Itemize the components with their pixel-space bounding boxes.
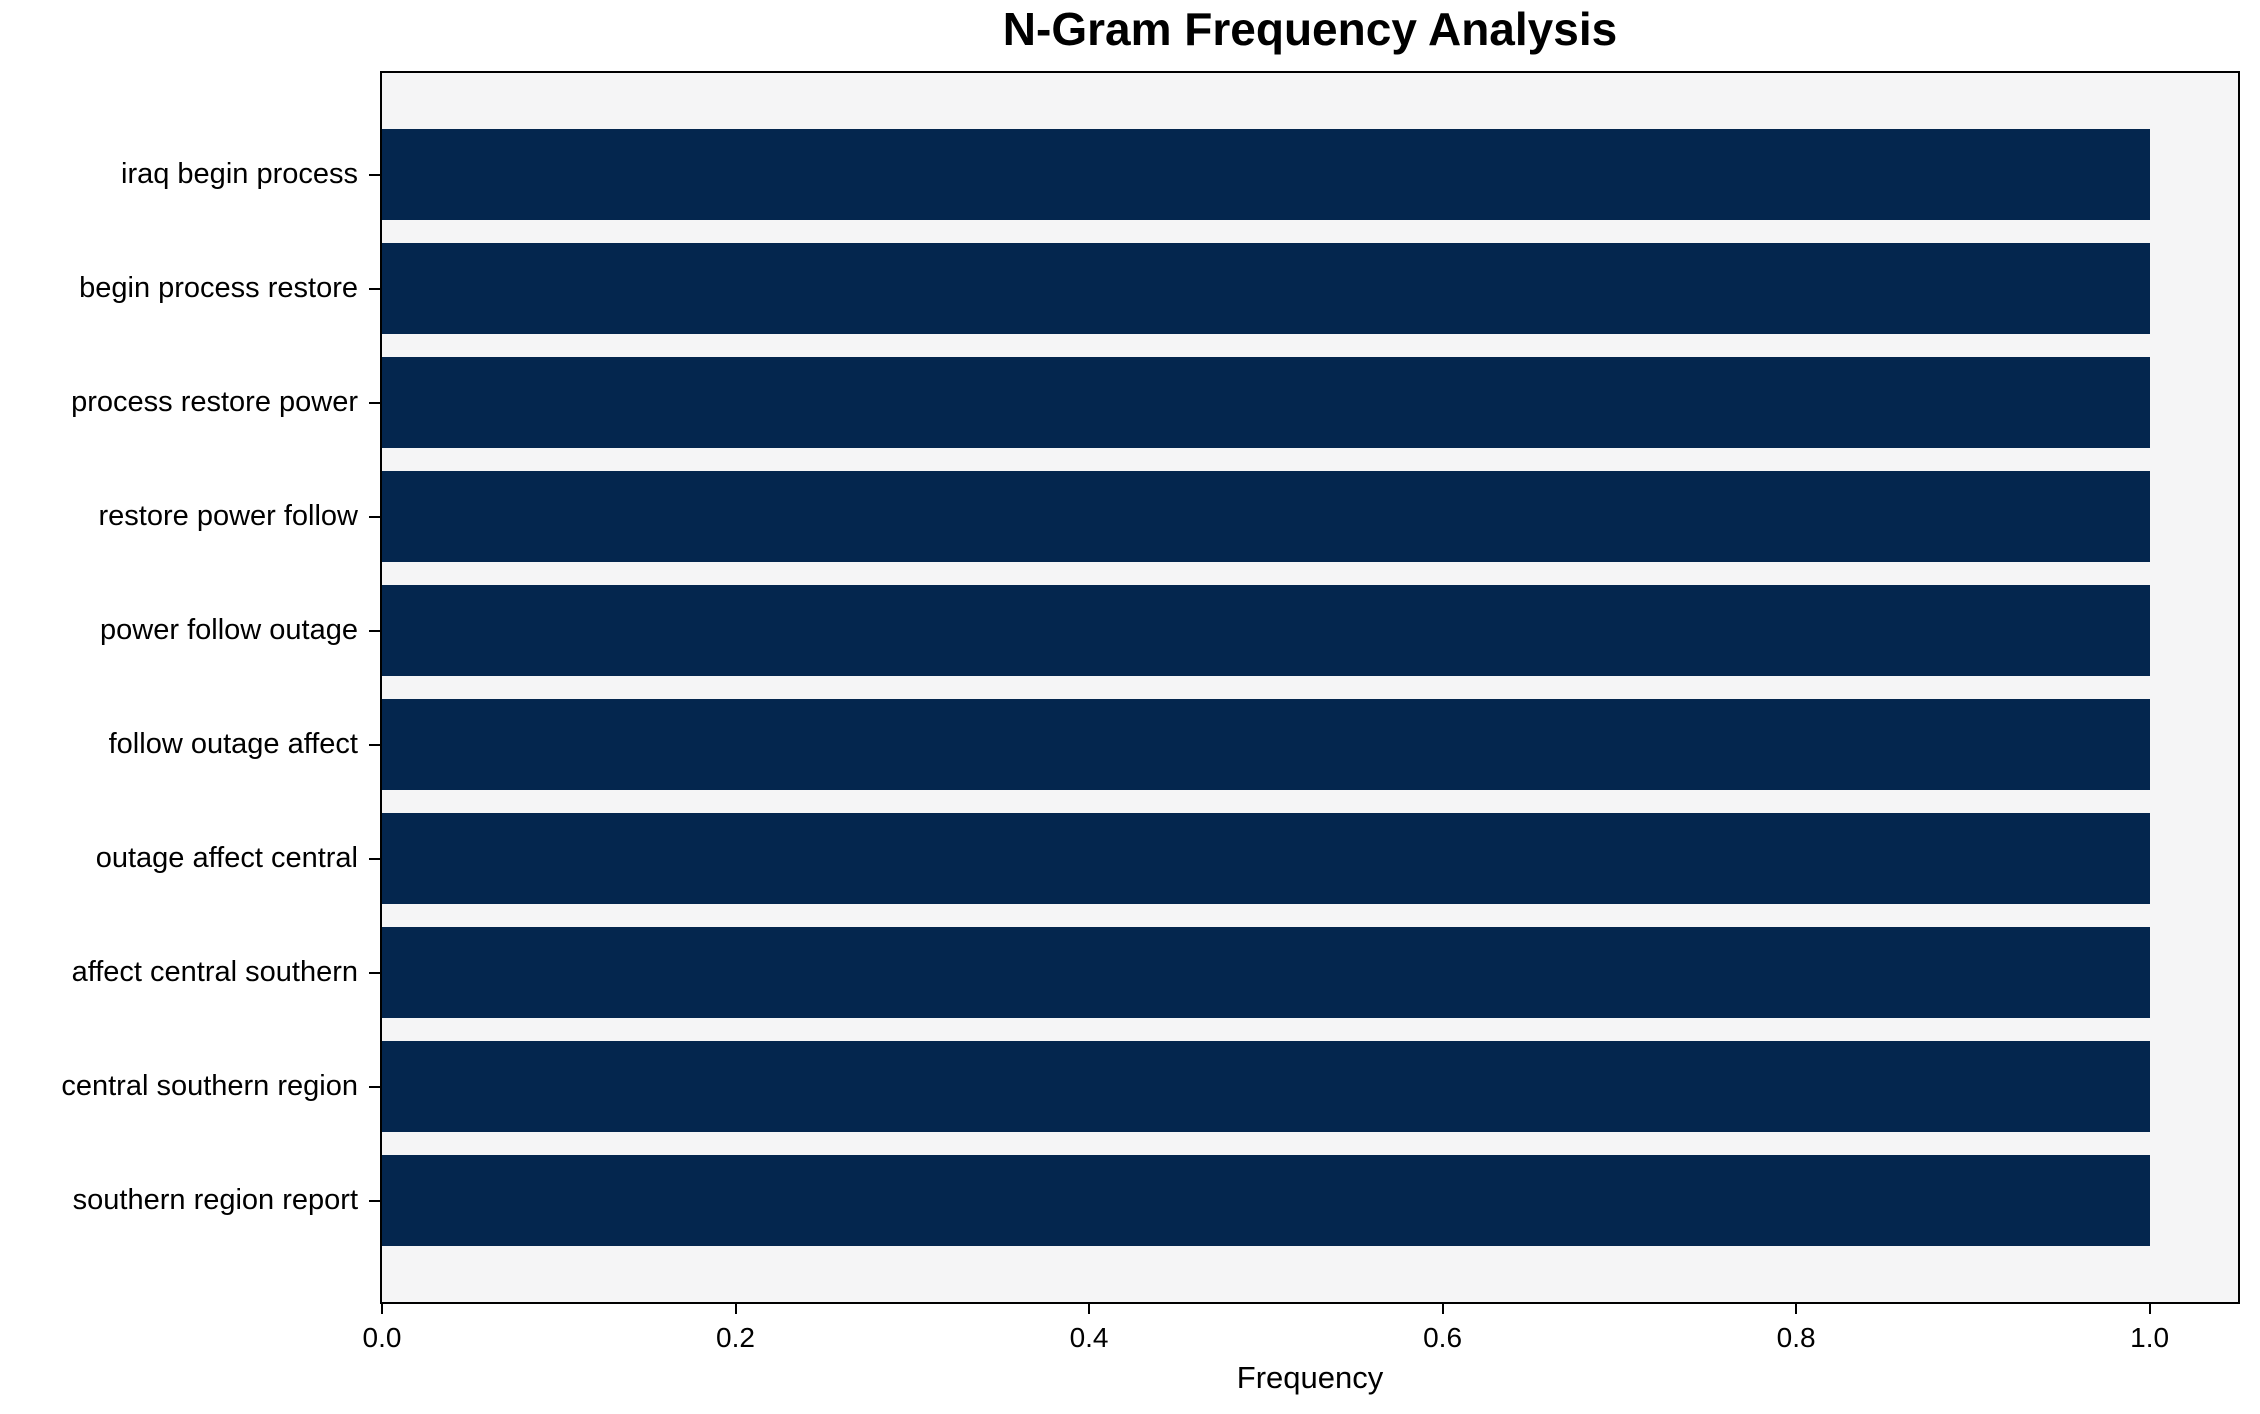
y-tick-mark <box>369 173 380 176</box>
x-axis: 0.0 0.2 0.4 0.6 0.8 1.0 <box>363 1304 2238 1374</box>
y-label-row: follow outage affect <box>0 688 380 802</box>
y-tick-mark <box>369 629 380 632</box>
bar <box>382 243 2150 334</box>
y-tick-mark <box>369 515 380 518</box>
bar-slot <box>382 1030 2238 1144</box>
bar <box>382 927 2150 1018</box>
y-tick-mark <box>369 287 380 290</box>
x-tick-mark <box>1441 1304 1444 1314</box>
x-tick-mark <box>1088 1304 1091 1314</box>
y-tick-label: restore power follow <box>98 500 359 532</box>
x-tick-label: 1.0 <box>2130 1322 2170 1353</box>
y-tick-label: power follow outage <box>100 614 358 646</box>
chart-title: N-Gram Frequency Analysis <box>1002 3 1618 55</box>
bar-slot <box>382 916 2238 1030</box>
y-tick-label: begin process restore <box>79 272 358 304</box>
y-label-row: iraq begin process <box>0 118 380 232</box>
y-tick-mark <box>369 971 380 974</box>
y-tick-mark <box>369 1085 380 1088</box>
x-tick-label: 0.6 <box>1423 1322 1463 1353</box>
bar <box>382 357 2150 448</box>
bar-slot <box>382 688 2238 802</box>
y-tick-label: outage affect central <box>95 842 358 874</box>
y-tick-label: affect central southern <box>71 956 358 988</box>
bar-slot <box>382 1144 2238 1258</box>
y-label-row: restore power follow <box>0 460 380 574</box>
y-label-row: begin process restore <box>0 232 380 346</box>
y-label-row: process restore power <box>0 346 380 460</box>
bar-slot <box>382 118 2238 232</box>
x-tick-mark <box>2148 1304 2151 1314</box>
y-label-row: southern region report <box>0 1144 380 1258</box>
y-tick-label: central southern region <box>61 1070 358 1102</box>
y-tick-mark <box>369 857 380 860</box>
x-tick-mark <box>734 1304 737 1314</box>
bar <box>382 813 2150 904</box>
x-axis-title: Frequency <box>1236 1360 1384 1395</box>
y-tick-mark <box>369 743 380 746</box>
bar-slot <box>382 574 2238 688</box>
y-axis-labels: iraq begin process begin process restore p… <box>0 73 380 1302</box>
y-label-row: power follow outage <box>0 574 380 688</box>
x-tick-label: 0.4 <box>1069 1322 1109 1353</box>
bar <box>382 129 2150 220</box>
x-tick-label: 0.2 <box>716 1322 755 1353</box>
bar-slot <box>382 460 2238 574</box>
y-tick-label: southern region report <box>72 1184 358 1216</box>
bar-slot <box>382 232 2238 346</box>
x-tick-mark <box>1795 1304 1798 1314</box>
x-tick-label: 0.8 <box>1776 1322 1816 1353</box>
bar <box>382 1155 2150 1246</box>
y-tick-mark <box>369 401 380 404</box>
bars-container <box>382 73 2238 1302</box>
plot-area <box>380 71 2240 1304</box>
y-label-row: outage affect central <box>0 802 380 916</box>
bar <box>382 471 2150 562</box>
y-tick-label: process restore power <box>71 386 358 418</box>
bar <box>382 1041 2150 1132</box>
x-tick-mark <box>381 1304 383 1314</box>
y-tick-mark <box>369 1199 380 1202</box>
x-tick-label: 0.0 <box>362 1322 402 1353</box>
bar-slot <box>382 346 2238 460</box>
y-label-row: central southern region <box>0 1030 380 1144</box>
y-tick-label: follow outage affect <box>108 728 358 760</box>
bar-slot <box>382 802 2238 916</box>
bar <box>382 585 2150 676</box>
y-tick-label: iraq begin process <box>121 158 358 190</box>
bar <box>382 699 2150 790</box>
y-label-row: affect central southern <box>0 916 380 1030</box>
